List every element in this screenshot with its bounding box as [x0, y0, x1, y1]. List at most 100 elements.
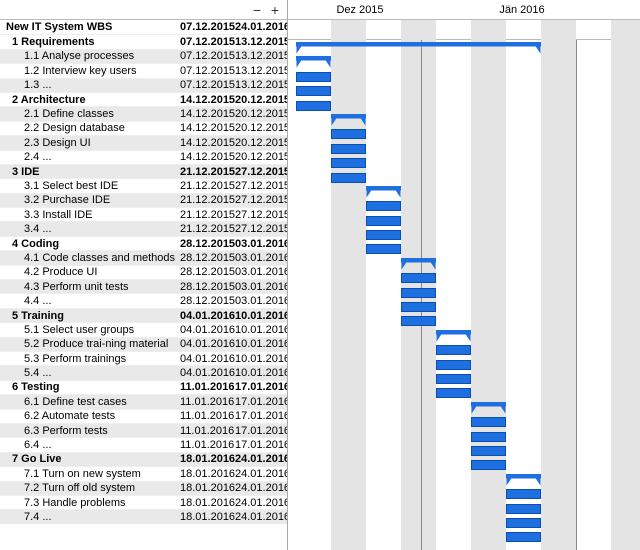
gantt-row	[288, 69, 640, 83]
gantt-bar[interactable]	[471, 446, 506, 456]
task-row[interactable]: 5.3 Perform trainings04.01.201610.01.201…	[0, 351, 287, 365]
gantt-bar[interactable]	[506, 518, 541, 528]
task-start-date: 04.01.2016	[177, 324, 232, 336]
task-row[interactable]: 3.3 Install IDE21.12.201527.12.2015	[0, 207, 287, 221]
task-row[interactable]: 4.1 Code classes and methods28.12.201503…	[0, 250, 287, 264]
gantt-bar[interactable]	[436, 345, 471, 355]
gantt-summary-bracket[interactable]	[366, 186, 401, 197]
minus-icon: −	[253, 3, 261, 17]
task-name: 3 IDE	[0, 166, 177, 178]
task-row[interactable]: 6.4 ...11.01.201617.01.2016	[0, 437, 287, 451]
gantt-bar[interactable]	[506, 532, 541, 542]
gantt-bar[interactable]	[296, 72, 331, 82]
task-end-date: 27.12.2015	[232, 166, 287, 178]
task-start-date: 14.12.2015	[177, 94, 232, 106]
task-row[interactable]: 5.2 Produce trai-ning material04.01.2016…	[0, 337, 287, 351]
gantt-row	[288, 83, 640, 97]
task-row[interactable]: 2 Architecture14.12.201520.12.2015	[0, 92, 287, 106]
task-end-date: 03.01.2016	[232, 295, 287, 307]
gantt-summary-bracket[interactable]	[506, 474, 541, 485]
gantt-row	[288, 371, 640, 385]
gantt-bar[interactable]	[471, 417, 506, 427]
task-row[interactable]: 7.3 Handle problems18.01.201624.01.2016	[0, 495, 287, 509]
task-row[interactable]: 3 IDE21.12.201527.12.2015	[0, 164, 287, 178]
task-rows: New IT System WBS07.12.201524.01.20161 R…	[0, 20, 287, 550]
task-start-date: 11.01.2016	[177, 439, 232, 451]
task-row[interactable]: 1 Requirements07.12.201513.12.2015	[0, 34, 287, 48]
gantt-bar[interactable]	[331, 129, 366, 139]
gantt-bar[interactable]	[366, 244, 401, 254]
task-start-date: 04.01.2016	[177, 338, 232, 350]
task-row[interactable]: 2.2 Design database14.12.201520.12.2015	[0, 121, 287, 135]
task-end-date: 27.12.2015	[232, 180, 287, 192]
gantt-summary-bracket[interactable]	[401, 258, 436, 269]
gantt-row	[288, 443, 640, 457]
gantt-bar[interactable]	[506, 504, 541, 514]
task-row[interactable]: 4 Coding28.12.201503.01.2016	[0, 236, 287, 250]
task-row[interactable]: 5 Training04.01.201610.01.2016	[0, 308, 287, 322]
task-start-date: 18.01.2016	[177, 511, 232, 523]
gantt-bar[interactable]	[331, 173, 366, 183]
gantt-bar[interactable]	[436, 360, 471, 370]
task-row[interactable]: 4.2 Produce UI28.12.201503.01.2016	[0, 265, 287, 279]
collapse-button[interactable]: −	[249, 2, 265, 18]
week-header-cell	[541, 20, 576, 40]
task-row[interactable]: 6.3 Perform tests11.01.201617.01.2016	[0, 423, 287, 437]
task-row[interactable]: 7 Go Live18.01.201624.01.2016	[0, 452, 287, 466]
gantt-bar[interactable]	[366, 230, 401, 240]
task-row[interactable]: 3.4 ...21.12.201527.12.2015	[0, 221, 287, 235]
task-name: 1.1 Analyse processes	[0, 50, 177, 62]
gantt-summary-bracket[interactable]	[436, 330, 471, 341]
task-row[interactable]: 5.4 ...04.01.201610.01.2016	[0, 365, 287, 379]
gantt-bar[interactable]	[436, 388, 471, 398]
task-row[interactable]: 4.4 ...28.12.201503.01.2016	[0, 293, 287, 307]
task-row[interactable]: 3.1 Select best IDE21.12.201527.12.2015	[0, 178, 287, 192]
gantt-bar[interactable]	[366, 201, 401, 211]
task-row[interactable]: 2.4 ...14.12.201520.12.2015	[0, 150, 287, 164]
gantt-bar[interactable]	[296, 86, 331, 96]
task-start-date: 28.12.2015	[177, 238, 232, 250]
expand-button[interactable]: +	[267, 2, 283, 18]
task-row[interactable]: 5.1 Select user groups04.01.201610.01.20…	[0, 322, 287, 336]
task-start-date: 18.01.2016	[177, 453, 232, 465]
gantt-bar[interactable]	[436, 374, 471, 384]
gantt-bar[interactable]	[331, 158, 366, 168]
task-name: 2.2 Design database	[0, 122, 177, 134]
week-header-cell	[611, 20, 640, 40]
task-row[interactable]: 4.3 Perform unit tests28.12.201503.01.20…	[0, 279, 287, 293]
task-start-date: 28.12.2015	[177, 295, 232, 307]
gantt-bar[interactable]	[401, 316, 436, 326]
task-end-date: 20.12.2015	[232, 151, 287, 163]
task-row[interactable]: 7.2 Turn off old system18.01.201624.01.2…	[0, 481, 287, 495]
gantt-bar[interactable]	[331, 144, 366, 154]
gantt-summary-bracket[interactable]	[331, 114, 366, 125]
task-row[interactable]: 3.2 Purchase IDE21.12.201527.12.2015	[0, 193, 287, 207]
task-row[interactable]: 6 Testing11.01.201617.01.2016	[0, 380, 287, 394]
task-row[interactable]: 1.1 Analyse processes07.12.201513.12.201…	[0, 49, 287, 63]
gantt-bar[interactable]	[471, 432, 506, 442]
gantt-summary-bracket[interactable]	[296, 56, 331, 67]
gantt-row	[288, 414, 640, 428]
task-row[interactable]: 7.4 ...18.01.201624.01.2016	[0, 509, 287, 523]
gantt-bar[interactable]	[296, 101, 331, 111]
gantt-bar[interactable]	[401, 302, 436, 312]
task-row[interactable]: New IT System WBS07.12.201524.01.2016	[0, 20, 287, 34]
gantt-bar[interactable]	[471, 460, 506, 470]
task-row[interactable]: 2.1 Define classes14.12.201520.12.2015	[0, 106, 287, 120]
task-row[interactable]: 1.2 Interview key users07.12.201513.12.2…	[0, 63, 287, 77]
task-row[interactable]: 1.3 ...07.12.201513.12.2015	[0, 78, 287, 92]
task-row[interactable]: 6.1 Define test cases11.01.201617.01.201…	[0, 394, 287, 408]
gantt-bar[interactable]	[401, 273, 436, 283]
task-row[interactable]: 6.2 Automate tests11.01.201617.01.2016	[0, 409, 287, 423]
timeline-body[interactable]	[288, 40, 640, 550]
gantt-summary-bracket[interactable]	[471, 402, 506, 413]
task-end-date: 27.12.2015	[232, 223, 287, 235]
gantt-bar[interactable]	[366, 216, 401, 226]
week-header-cell	[436, 20, 471, 40]
gantt-bar[interactable]	[401, 288, 436, 298]
task-row[interactable]: 2.3 Design UI14.12.201520.12.2015	[0, 135, 287, 149]
task-row[interactable]: 7.1 Turn on new system18.01.201624.01.20…	[0, 466, 287, 480]
gantt-bar[interactable]	[506, 489, 541, 499]
gantt-summary-bracket[interactable]	[296, 42, 541, 53]
gantt-row	[288, 213, 640, 227]
